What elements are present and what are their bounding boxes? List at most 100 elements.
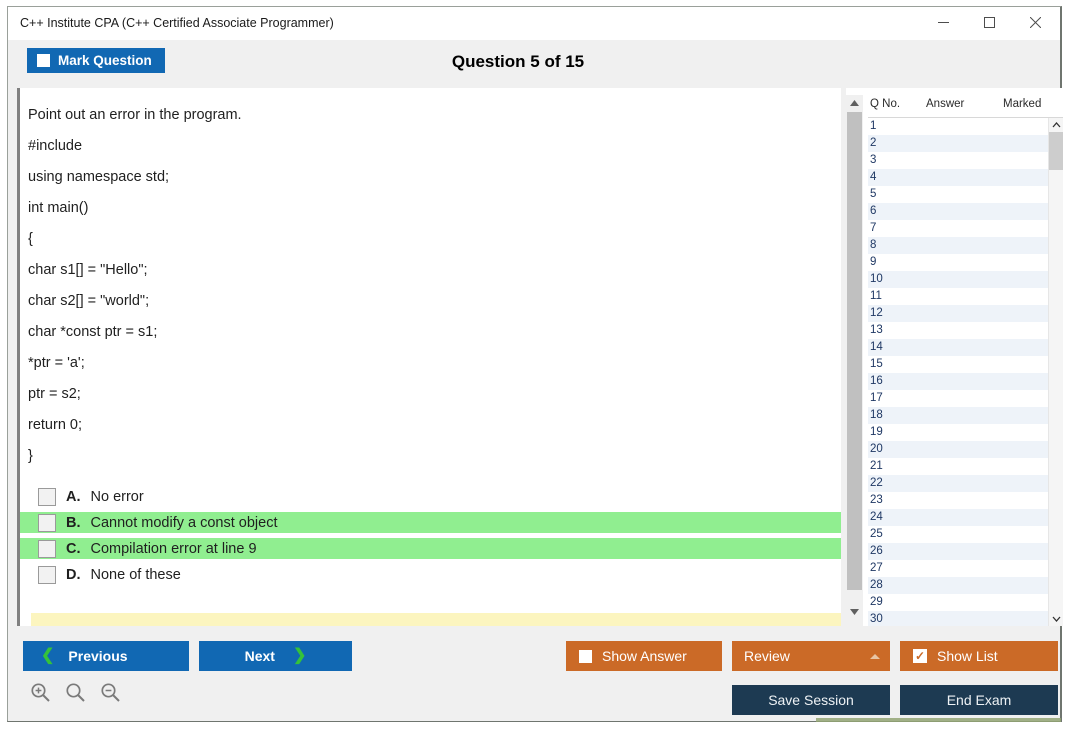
table-row[interactable]: 2 <box>868 135 1063 152</box>
zoom-out-icon[interactable] <box>100 682 121 703</box>
answer-reveal-bar: Answer: B,C <box>31 613 841 626</box>
scroll-down-arrow[interactable] <box>846 604 863 620</box>
table-row[interactable]: 21 <box>868 458 1063 475</box>
table-row[interactable]: 5 <box>868 186 1063 203</box>
answer-option-checkbox[interactable] <box>38 539 56 558</box>
table-cell-no: 28 <box>870 579 883 591</box>
table-row[interactable]: 20 <box>868 441 1063 458</box>
question-list-body[interactable]: 1 2 3 4 5 6 7 8 9 10 11 12 13 14 15 16 17 18 19 20 21 22 23 24 2… <box>868 118 1063 626</box>
answer-option-text: Cannot modify a const object <box>90 514 278 531</box>
show-list-button[interactable]: ✓ Show List <box>900 641 1058 671</box>
show-answer-checkbox[interactable] <box>579 649 592 663</box>
answer-option-text: None of these <box>90 566 181 583</box>
show-answer-button[interactable]: Show Answer <box>566 641 722 671</box>
answer-option-checkbox[interactable] <box>38 487 56 506</box>
mark-question-label: Mark Question <box>58 53 152 68</box>
table-row[interactable]: 14 <box>868 339 1063 356</box>
table-row[interactable]: 10 <box>868 271 1063 288</box>
table-row[interactable]: 19 <box>868 424 1063 441</box>
minimize-button[interactable] <box>920 7 966 38</box>
review-dropdown-label: Review <box>744 648 790 664</box>
code-line: { <box>28 231 33 247</box>
table-row[interactable]: 28 <box>868 577 1063 594</box>
save-session-button[interactable]: Save Session <box>732 685 890 715</box>
answer-option[interactable]: D. None of these <box>20 564 841 585</box>
table-cell-no: 18 <box>870 409 883 421</box>
review-dropdown[interactable]: Review <box>732 641 890 671</box>
table-cell-no: 21 <box>870 460 883 472</box>
scroll-up-arrow[interactable] <box>846 95 863 111</box>
table-row[interactable]: 22 <box>868 475 1063 492</box>
answer-option-checkbox[interactable] <box>38 513 56 532</box>
table-cell-no: 4 <box>870 171 877 183</box>
zoom-reset-icon[interactable] <box>65 682 86 703</box>
table-row[interactable]: 7 <box>868 220 1063 237</box>
answer-option[interactable]: B. Cannot modify a const object <box>20 512 841 533</box>
question-list-scrollbar[interactable] <box>1048 118 1063 626</box>
list-scroll-down-arrow[interactable] <box>1049 612 1063 626</box>
table-cell-no: 26 <box>870 545 883 557</box>
table-row[interactable]: 12 <box>868 305 1063 322</box>
table-cell-no: 24 <box>870 511 883 523</box>
table-cell-no: 10 <box>870 273 883 285</box>
window-title: C++ Institute CPA (C++ Certified Associa… <box>20 16 334 30</box>
table-row[interactable]: 18 <box>868 407 1063 424</box>
table-row[interactable]: 6 <box>868 203 1063 220</box>
question-list-header: Q No. Answer Marked <box>868 95 1063 118</box>
end-exam-button[interactable]: End Exam <box>900 685 1058 715</box>
table-cell-no: 19 <box>870 426 883 438</box>
table-cell-no: 20 <box>870 443 883 455</box>
table-row[interactable]: 27 <box>868 560 1063 577</box>
maximize-button[interactable] <box>966 7 1012 38</box>
answer-option-checkbox[interactable] <box>38 565 56 584</box>
table-cell-no: 15 <box>870 358 883 370</box>
table-row[interactable]: 11 <box>868 288 1063 305</box>
table-row[interactable]: 9 <box>868 254 1063 271</box>
close-button[interactable] <box>1012 7 1058 38</box>
table-row[interactable]: 13 <box>868 322 1063 339</box>
table-cell-no: 8 <box>870 239 877 251</box>
table-cell-no: 29 <box>870 596 883 608</box>
table-row[interactable]: 16 <box>868 373 1063 390</box>
answer-option-letter: C. <box>66 540 81 557</box>
code-line: #include <box>28 138 83 154</box>
table-row[interactable]: 17 <box>868 390 1063 407</box>
panel-scrollbar[interactable] <box>846 95 863 626</box>
table-row[interactable]: 1 <box>868 118 1063 135</box>
table-row[interactable]: 8 <box>868 237 1063 254</box>
answer-option[interactable]: A. No error <box>20 486 841 507</box>
table-row[interactable]: 23 <box>868 492 1063 509</box>
list-scroll-up-arrow[interactable] <box>1049 118 1063 132</box>
bottom-toolbar: ❮ Previous Next ❯ <box>8 627 1060 721</box>
table-row[interactable]: 15 <box>868 356 1063 373</box>
exam-header: Mark Question Question 5 of 15 <box>8 40 1060 88</box>
next-button[interactable]: Next ❯ <box>199 641 352 671</box>
show-list-checkbox[interactable]: ✓ <box>913 649 927 663</box>
answer-option[interactable]: C. Compilation error at line 9 <box>20 538 841 559</box>
table-cell-no: 16 <box>870 375 883 387</box>
table-row[interactable]: 26 <box>868 543 1063 560</box>
mark-question-checkbox[interactable] <box>37 54 50 67</box>
table-cell-no: 23 <box>870 494 883 506</box>
column-header-answer: Answer <box>926 98 965 110</box>
panel-scrollbar-thumb[interactable] <box>847 112 862 590</box>
mark-question-button[interactable]: Mark Question <box>27 48 165 73</box>
table-row[interactable]: 30 <box>868 611 1063 626</box>
table-cell-no: 1 <box>870 120 877 132</box>
table-cell-no: 13 <box>870 324 883 336</box>
previous-button[interactable]: ❮ Previous <box>23 641 189 671</box>
code-line: *ptr = 'a'; <box>28 355 85 371</box>
table-cell-no: 11 <box>870 290 882 302</box>
table-row[interactable]: 25 <box>868 526 1063 543</box>
caret-up-icon <box>850 100 859 106</box>
table-row[interactable]: 4 <box>868 169 1063 186</box>
zoom-in-icon[interactable] <box>30 682 51 703</box>
table-row[interactable]: 3 <box>868 152 1063 169</box>
list-scrollbar-thumb[interactable] <box>1049 132 1063 170</box>
close-icon <box>1029 17 1041 28</box>
code-line: return 0; <box>28 417 82 433</box>
title-bar: C++ Institute CPA (C++ Certified Associa… <box>8 7 1060 40</box>
table-row[interactable]: 29 <box>868 594 1063 611</box>
table-row[interactable]: 24 <box>868 509 1063 526</box>
